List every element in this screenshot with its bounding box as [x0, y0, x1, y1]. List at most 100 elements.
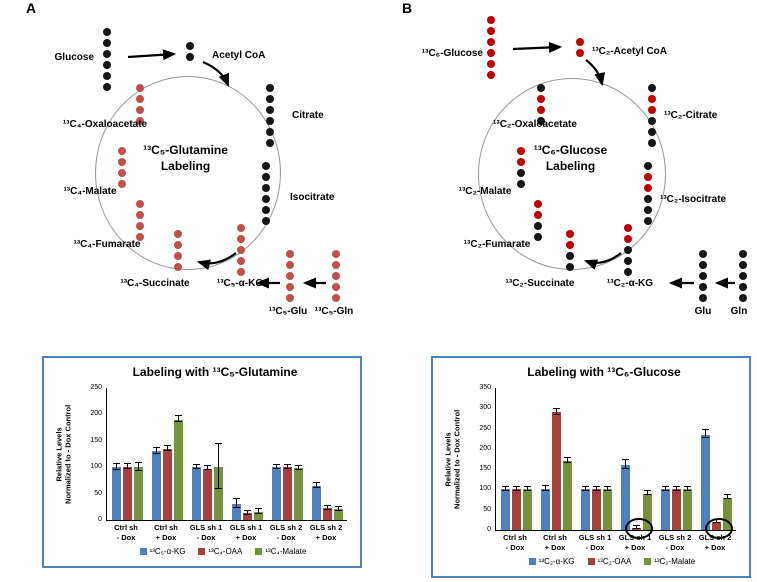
bar-¹³C₄-Malate: [254, 512, 263, 520]
legend-swatch: [587, 558, 595, 565]
oxaloacetate-dots-a: [136, 84, 144, 125]
labeled-carbon-dot: [286, 261, 294, 269]
x-category-label: GLS sh 1- Dox: [578, 533, 612, 552]
y-tick-label: 50: [94, 489, 102, 497]
bar-¹³C₂-α-KG: [581, 489, 590, 530]
labeled-carbon-dot: [332, 294, 340, 302]
chart-legend: ¹³C₂-α-KG ¹³C₂-OAA ¹³C₂-Malate: [477, 557, 747, 566]
x-category-label: GLS sh 2- Dox: [269, 523, 303, 542]
isocitrate-dots-a: [262, 162, 270, 225]
legend-item: ¹³C₂-OAA: [587, 557, 632, 566]
bar-¹³C₄-OAA: [283, 467, 292, 520]
unlabeled-carbon-dot: [739, 272, 747, 280]
bar-¹³C₂-α-KG: [701, 434, 710, 530]
unlabeled-carbon-dot: [739, 283, 747, 291]
error-bar: [204, 465, 211, 471]
legend-label: ¹³C₂-OAA: [597, 557, 632, 566]
isocitrate-dots-b: [644, 162, 652, 225]
labeled-carbon-dot: [517, 147, 525, 155]
unlabeled-carbon-dot: [648, 117, 656, 125]
bar-group: [655, 388, 695, 530]
bar-group: [106, 388, 146, 520]
unlabeled-carbon-dot: [186, 53, 194, 61]
error-bar: [244, 509, 251, 515]
citrate-dots-b: [648, 84, 656, 147]
x-category-label: Ctrl sh + Dox: [543, 533, 567, 552]
bar-¹³C₂-Malate: [643, 493, 652, 530]
chart-glutamine-labeling: Labeling with ¹³C₅-Glutamine Relative Lev…: [42, 356, 362, 568]
legend-label: ¹³C₅-α-KG: [149, 547, 186, 556]
glucose-label-a: Glucose: [54, 52, 94, 63]
unlabeled-carbon-dot: [739, 261, 747, 269]
diagram-a-title-line1: ¹³C₅-Glutamine: [143, 143, 228, 157]
x-category-label: Ctrl sh + Dox: [154, 523, 178, 542]
error-bar: [564, 457, 571, 464]
bar-¹³C₂-α-KG: [661, 489, 670, 530]
labeled-carbon-dot: [534, 200, 542, 208]
unlabeled-carbon-dot: [186, 42, 194, 50]
alpha-kg-dots-b: [624, 224, 632, 276]
labeled-carbon-dot: [576, 49, 584, 57]
labeled-carbon-dot: [286, 283, 294, 291]
error-bar: [524, 486, 531, 491]
y-tick-label: 250: [90, 384, 102, 391]
bar-¹³C₂-Malate: [723, 497, 732, 530]
y-tick-label: 200: [479, 444, 491, 452]
y-tick-label: 0: [98, 516, 102, 523]
bar-group: [495, 388, 535, 530]
error-bar: [164, 444, 171, 451]
alpha-kg-label-a: ¹³C₅-α-KG: [216, 278, 264, 289]
labeled-carbon-dot: [237, 246, 245, 254]
x-category-label: GLS sh 2 + Dox: [309, 523, 343, 542]
legend-label: ¹³C₄-OAA: [208, 547, 243, 556]
glutamate-dots-a: [286, 250, 294, 302]
unlabeled-carbon-dot: [739, 250, 747, 258]
labeled-carbon-dot: [174, 252, 182, 260]
error-bar: [284, 463, 291, 469]
bar-¹³C₄-OAA: [123, 467, 132, 520]
error-bar: [324, 504, 331, 510]
labeled-carbon-dot: [534, 211, 542, 219]
bar-¹³C₂-OAA: [552, 412, 561, 530]
unlabeled-carbon-dot: [262, 173, 270, 181]
labeled-carbon-dot: [487, 49, 495, 57]
bar-group: [266, 388, 306, 520]
bar-¹³C₅-α-KG: [152, 451, 161, 520]
y-tick-label: 100: [90, 463, 102, 471]
bar-¹³C₂-OAA: [672, 489, 681, 530]
unlabeled-carbon-dot: [699, 250, 707, 258]
unlabeled-carbon-dot: [266, 106, 274, 114]
labeled-carbon-dot: [487, 27, 495, 35]
error-bar: [295, 464, 302, 470]
unlabeled-carbon-dot: [266, 95, 274, 103]
error-bar: [662, 485, 669, 492]
chart-glucose-labeling: Labeling with ¹³C₆-Glucose Relative Level…: [431, 356, 751, 578]
x-axis-labels: Ctrl sh - Dox Ctrl sh + Dox GLS sh 1- Dox GLS…: [106, 523, 346, 543]
legend-item: ¹³C₅-α-KG: [139, 547, 186, 556]
bar-¹³C₄-Malate: [294, 468, 303, 520]
y-tick-label: 200: [90, 410, 102, 418]
tca-cycle-circle-a: [95, 76, 281, 270]
legend-item: ¹³C₂-α-KG: [528, 557, 575, 566]
citrate-label-b: ¹³C₂-Citrate: [664, 110, 718, 121]
bar-group: [695, 388, 735, 539]
diagram-a-title: ¹³C₅-Glutamine Labeling: [118, 143, 253, 174]
labeled-carbon-dot: [537, 95, 545, 103]
highlight-ellipse: [624, 518, 653, 539]
unlabeled-carbon-dot: [624, 268, 632, 276]
unlabeled-carbon-dot: [517, 180, 525, 188]
diagram-b-title-line1: ¹³C₆-Glucose: [533, 143, 608, 157]
bar-¹³C₂-Malate: [683, 489, 692, 530]
error-bar: [593, 485, 600, 492]
labeled-carbon-dot: [487, 71, 495, 79]
unlabeled-carbon-dot: [103, 61, 111, 69]
bar-¹³C₂-OAA: [592, 489, 601, 530]
fumarate-label-b: ¹³C₂-Fumarate: [463, 239, 531, 250]
fumarate-dots-b: [534, 200, 542, 241]
bar-group: [186, 388, 226, 520]
fumarate-dots-a: [136, 200, 144, 241]
error-bar: [175, 415, 182, 423]
succinate-dots-a: [174, 230, 182, 271]
y-tick-label: 250: [479, 424, 491, 432]
